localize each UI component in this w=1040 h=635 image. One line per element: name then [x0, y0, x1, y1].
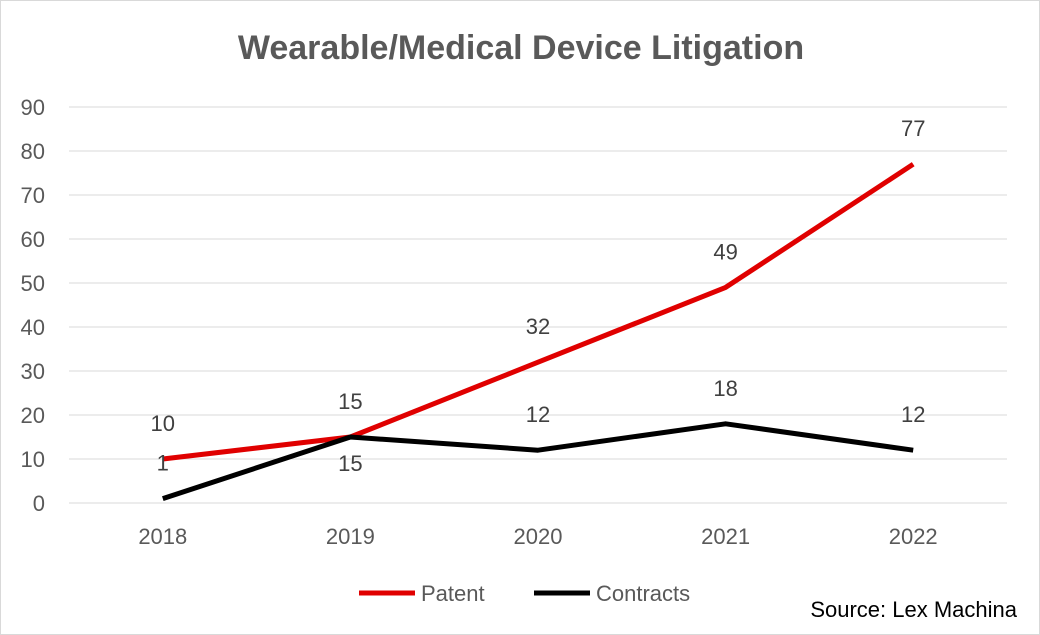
- x-tick-label: 2018: [138, 524, 187, 549]
- data-label-contracts: 18: [713, 376, 737, 401]
- data-label-contracts: 12: [526, 402, 550, 427]
- data-label-patent: 10: [151, 411, 175, 436]
- data-label-patent: 49: [713, 239, 737, 264]
- legend: Patent Contracts: [359, 581, 690, 606]
- data-label-patent: 32: [526, 314, 550, 339]
- series-line-contracts: [162, 421, 914, 501]
- y-tick-label: 50: [21, 271, 45, 296]
- y-tick-label: 30: [21, 359, 45, 384]
- y-tick-label: 80: [21, 139, 45, 164]
- data-label-contracts: 15: [338, 451, 362, 476]
- y-tick-label: 10: [21, 447, 45, 472]
- source-note: Source: Lex Machina: [810, 597, 1017, 622]
- y-tick-label: 20: [21, 403, 45, 428]
- x-tick-label: 2020: [514, 524, 563, 549]
- y-tick-label: 0: [33, 491, 45, 516]
- data-label-patent: 77: [901, 116, 925, 141]
- data-label-contracts: 1: [157, 451, 169, 476]
- x-tick-label: 2022: [889, 524, 938, 549]
- chart-title: Wearable/Medical Device Litigation: [238, 29, 804, 67]
- x-tick-label: 2019: [326, 524, 375, 549]
- data-label-contracts: 12: [901, 402, 925, 427]
- y-tick-label: 40: [21, 315, 45, 340]
- y-tick-label: 90: [21, 95, 45, 120]
- data-label-patent: 15: [338, 389, 362, 414]
- series-lines: [162, 162, 915, 501]
- legend-label: Patent: [421, 581, 485, 606]
- legend-label: Contracts: [596, 581, 690, 606]
- data-labels: 10 15 32 49 77 1 15 12 18 12: [151, 116, 926, 476]
- series-line-patent: [162, 162, 915, 462]
- y-tick-label: 60: [21, 227, 45, 252]
- y-tick-label: 70: [21, 183, 45, 208]
- grid-and-axes: 0 10 20 30 40 50 60 70 80 90 2018 2019 2020 2021 2022: [21, 95, 1007, 549]
- x-tick-label: 2021: [701, 524, 750, 549]
